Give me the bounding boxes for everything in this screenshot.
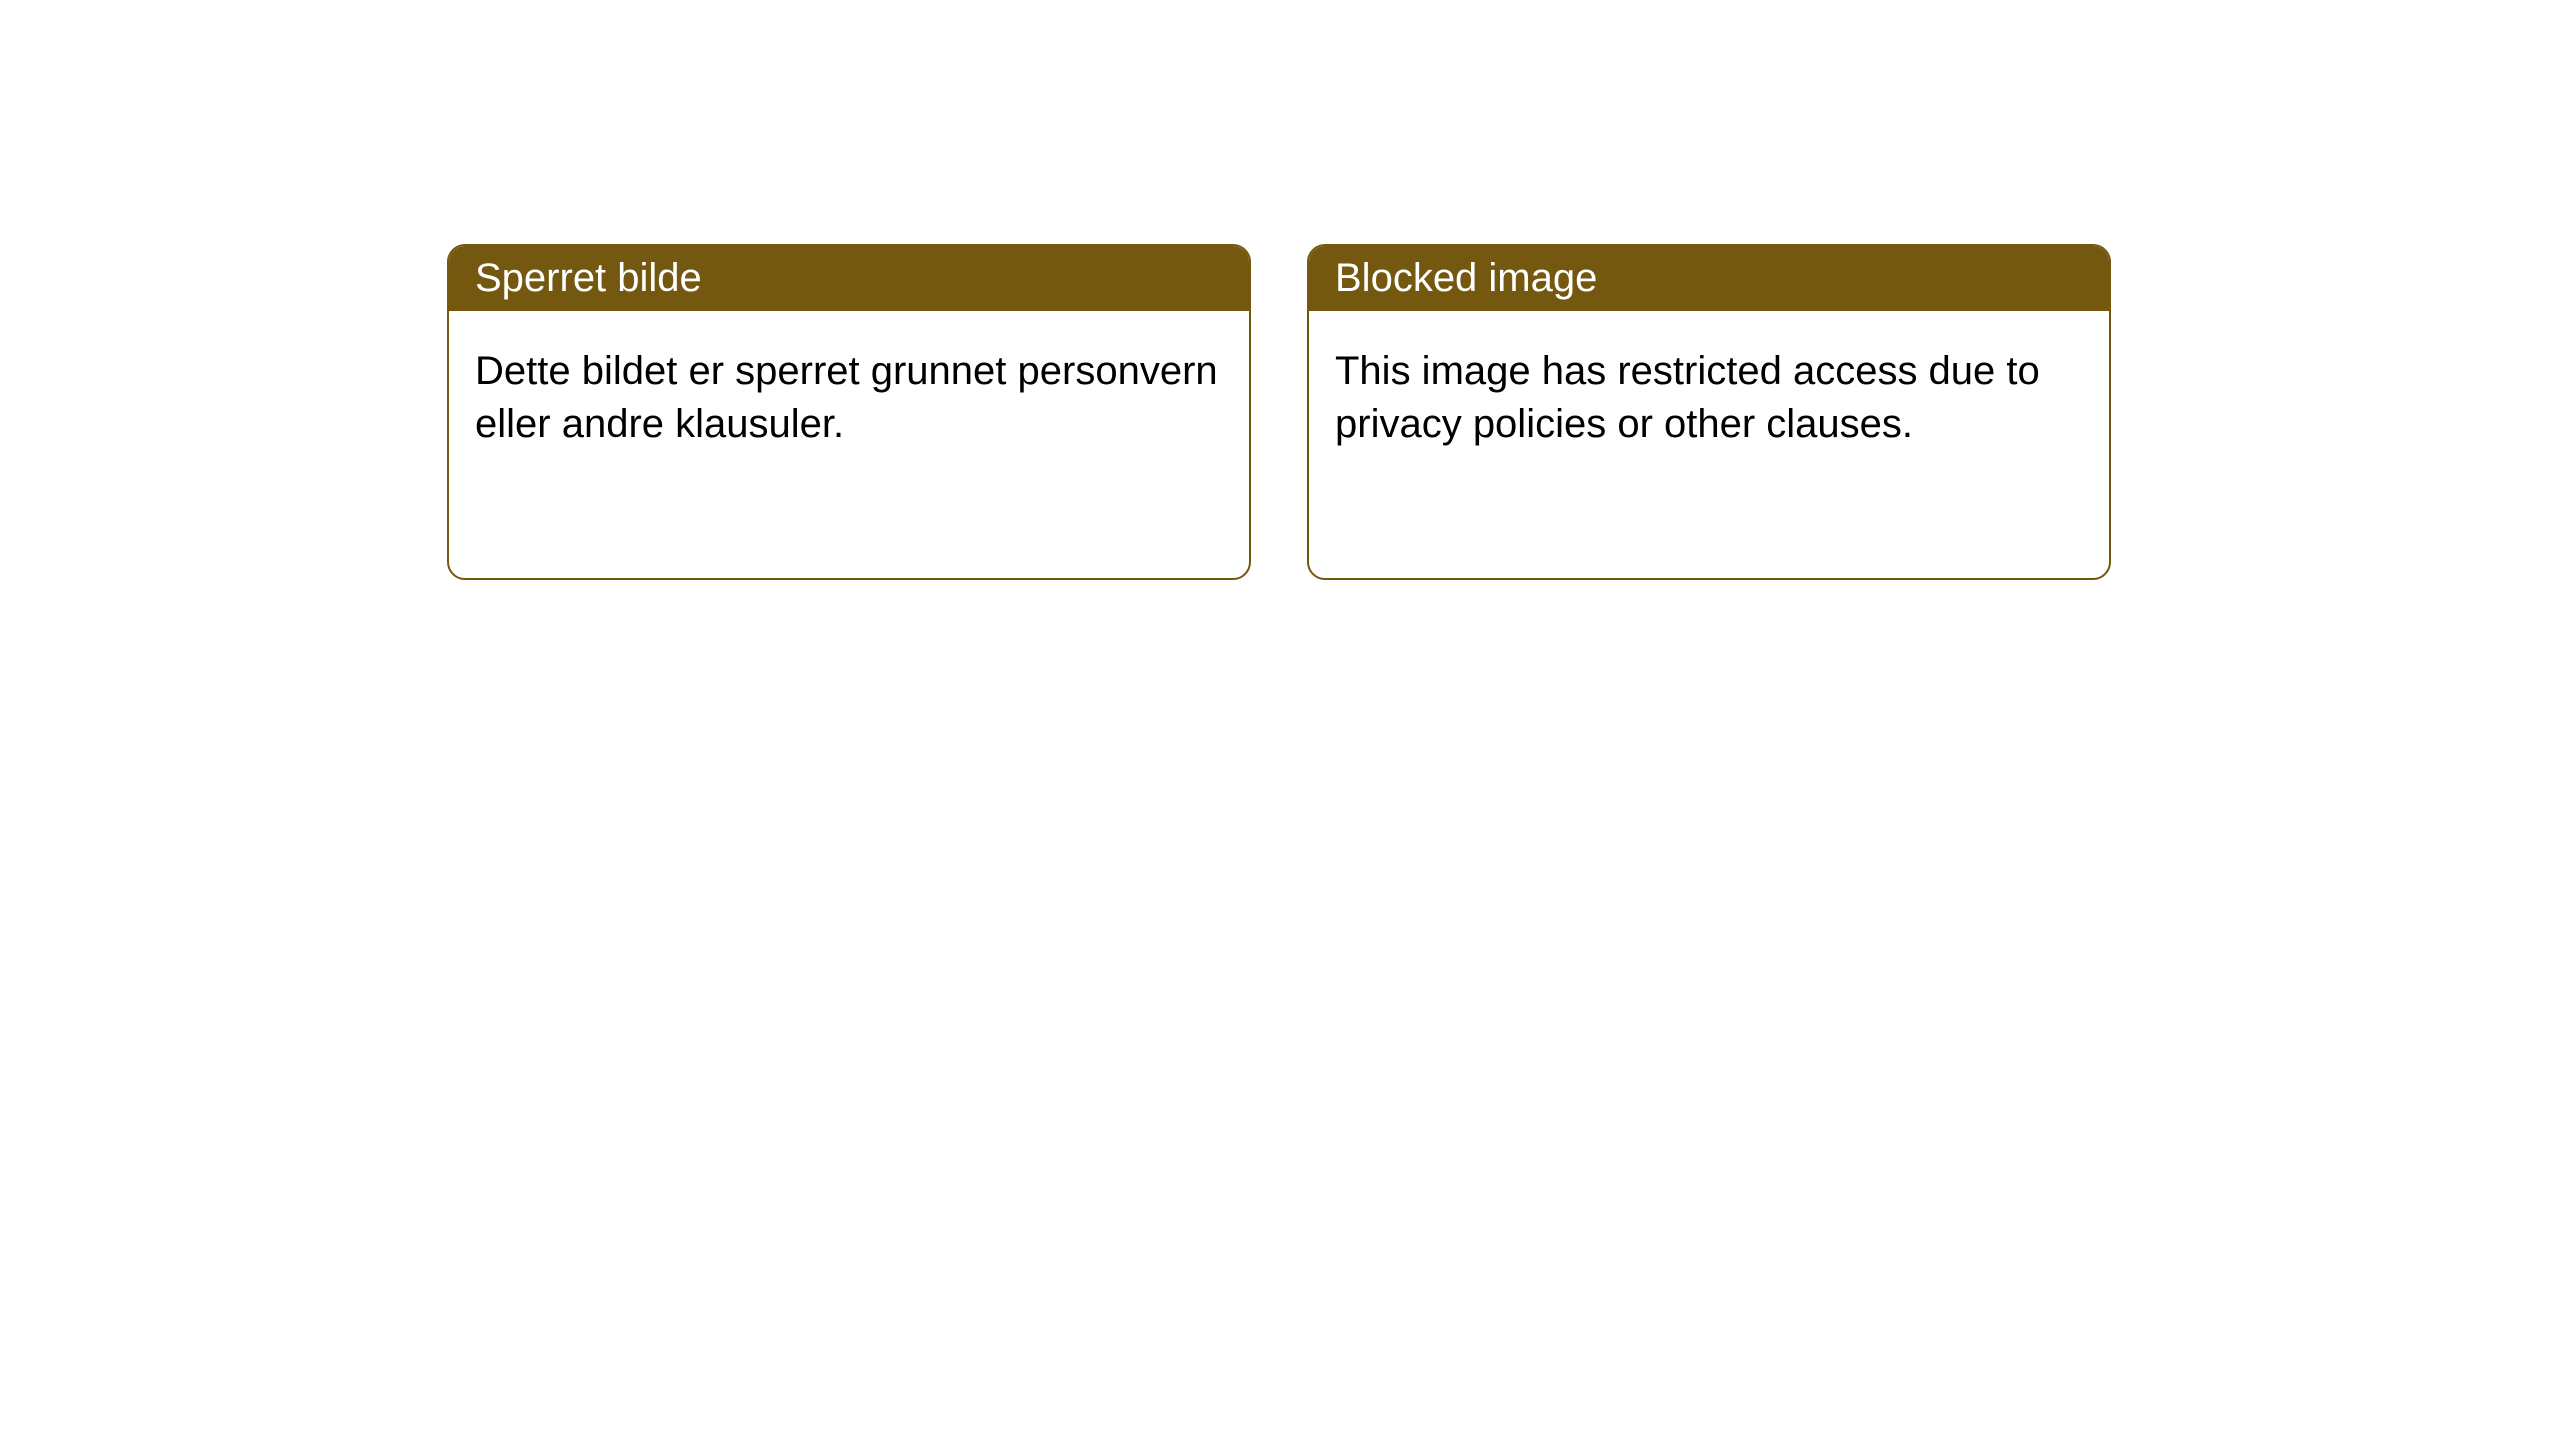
notice-body: Dette bildet er sperret grunnet personve…	[449, 311, 1249, 485]
notice-message: Dette bildet er sperret grunnet personve…	[475, 349, 1218, 446]
notice-card-norwegian: Sperret bilde Dette bildet er sperret gr…	[447, 244, 1251, 580]
notice-body: This image has restricted access due to …	[1309, 311, 2109, 485]
notice-card-english: Blocked image This image has restricted …	[1307, 244, 2111, 580]
notice-message: This image has restricted access due to …	[1335, 349, 2040, 446]
notice-title: Sperret bilde	[475, 256, 702, 300]
notice-title: Blocked image	[1335, 256, 1597, 300]
notice-header: Blocked image	[1309, 246, 2109, 311]
notice-header: Sperret bilde	[449, 246, 1249, 311]
notice-container: Sperret bilde Dette bildet er sperret gr…	[0, 0, 2560, 580]
